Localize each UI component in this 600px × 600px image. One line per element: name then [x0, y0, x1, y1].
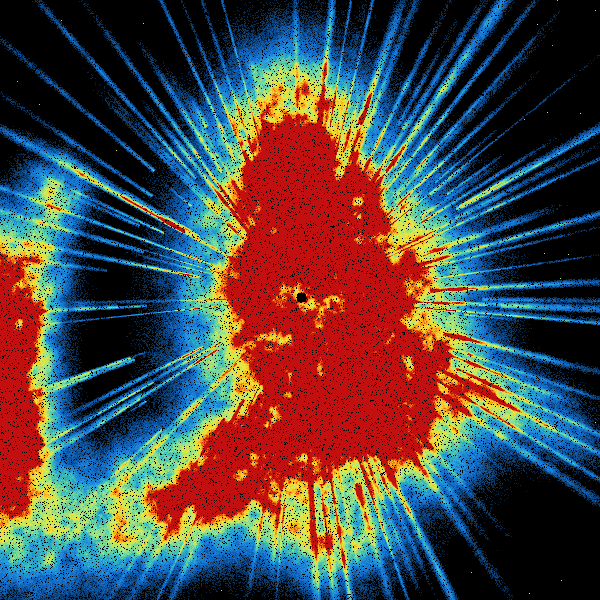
- false-color-intensity-map: [0, 0, 600, 600]
- image-viewport: False-color radar reflectivity field Fal…: [0, 0, 600, 600]
